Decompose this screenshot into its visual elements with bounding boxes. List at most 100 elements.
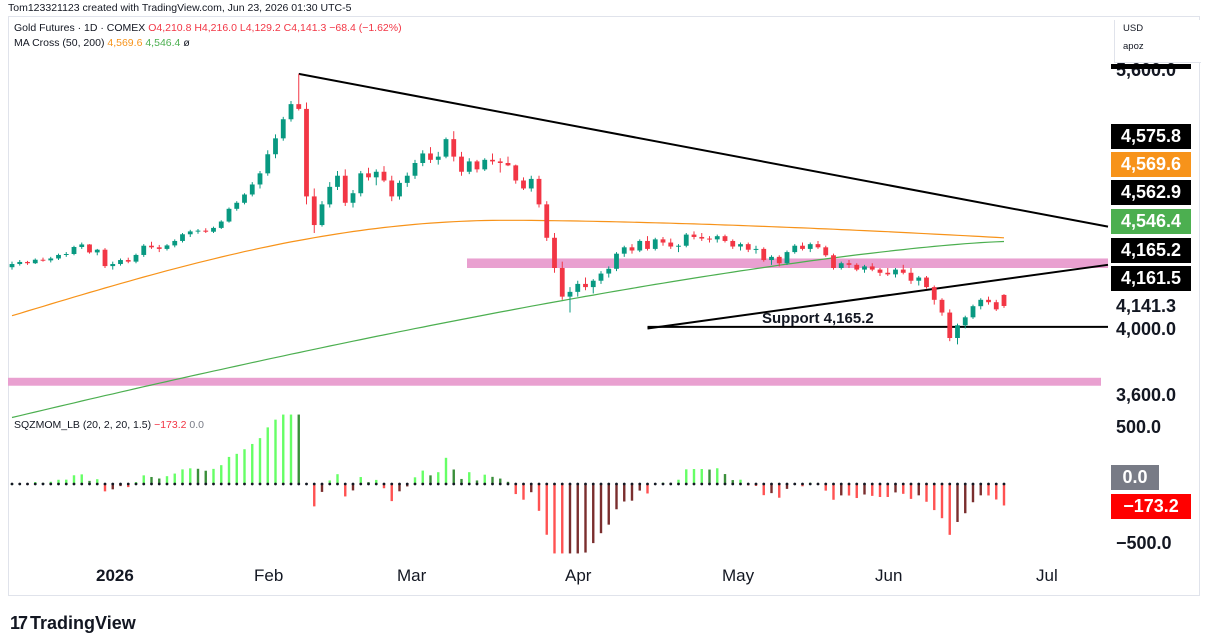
price-tag-ma-slow: 4,546.4 [1111,209,1191,234]
squeeze-dot [700,482,704,486]
tradingview-logo[interactable]: 17 TradingView [10,613,136,634]
squeeze-dot [173,482,177,486]
osc-bar [886,484,889,497]
osc-bar [243,449,246,484]
candle-body [195,230,201,232]
squeeze-dot [940,482,944,486]
candle-body [1001,294,1007,306]
candle-body [986,299,991,303]
squeeze-dot [793,482,797,486]
squeeze-dot [785,482,789,486]
candle-body [249,184,255,195]
squeeze-dot [808,482,812,486]
squeeze-dot [677,482,680,486]
candle-body [234,202,240,209]
osc-bar [274,419,277,484]
osc-bar [964,484,967,514]
squeeze-dot [537,482,541,486]
candle-body [637,240,643,251]
candle-body [668,242,674,247]
osc-bar [351,484,355,491]
candle-body [335,175,340,187]
candle-body [435,156,441,160]
osc-zero-tag: 0.0 [1111,465,1159,490]
candle-body [32,259,38,264]
candle-body [900,269,906,273]
osc-bar [72,475,76,484]
candle-body [466,161,472,172]
squeeze-dot [305,482,308,486]
squeeze-dot [289,482,293,486]
candle-body [265,154,271,174]
candle-body [296,104,302,109]
legend-main: Gold Futures · 1D · COMEX O4,210.8 H4,21… [14,22,402,34]
legend-open: O4,210.8 [148,22,192,34]
osc-bar [204,470,207,484]
osc-bar [382,484,386,489]
squeeze-dot [72,482,76,486]
scale-box[interactable]: USD apoz [1114,20,1201,63]
squeeze-dot [343,482,347,486]
osc-bar [375,479,378,484]
osc-bar [995,484,998,500]
squeeze-dot [971,482,975,486]
price-tag-3: 4,562.9 [1111,180,1191,205]
osc-bar [437,472,440,484]
squeeze-dot [979,482,983,486]
candle-body [242,194,247,203]
currency-label[interactable]: USD [1123,23,1144,34]
candle-body [993,302,999,310]
squeeze-dot [483,482,487,486]
squeeze-dot [491,482,494,486]
scale-mode-label[interactable]: apoz [1123,41,1144,52]
candle-body [141,245,147,255]
squeeze-dot [514,482,518,486]
squeeze-dot [994,482,998,486]
squeeze-dot [723,482,727,486]
legend-symbol: Gold Futures · 1D · COMEX [14,22,146,34]
candle-body [443,139,449,157]
osc-bar [840,484,843,496]
squeeze-dot [622,482,626,486]
squeeze-dot [88,482,91,486]
osc-bar [878,484,882,497]
tradingview-logo-icon: 17 [10,613,28,633]
x-label-apr: Apr [565,566,592,585]
candle-body [645,240,650,249]
legend-ma-label: MA Cross (50, 200) [14,37,105,49]
squeeze-dot [630,482,634,486]
osc-bar [96,479,99,484]
candle-body [567,291,573,297]
osc-bar [336,474,339,484]
osc-bar [553,484,556,554]
squeeze-dot [405,482,409,486]
squeeze-dot [142,482,146,486]
candle-body [753,248,759,250]
candle-body [273,138,278,155]
osc-bar [638,484,641,491]
osc-bar [103,484,107,492]
osc-bar [227,456,231,484]
osc-bar [770,484,773,494]
trendline-lower [647,263,1109,330]
squeeze-dot [715,482,719,486]
candle-body [846,263,852,265]
candle-body [978,299,984,307]
candle-body [311,196,317,226]
osc-bar [871,484,874,496]
osc-bar [863,484,866,495]
candle-body [807,244,813,249]
osc-bar [499,478,502,484]
candle-body [327,186,333,205]
squeeze-dot [615,482,618,486]
osc-bar [514,484,517,495]
osc-bar [568,484,572,554]
osc-bar [468,472,471,484]
candle-body [133,254,139,262]
candle-body [800,245,805,249]
legend-osc-label: SQZMOM_LB (20, 2, 20, 1.5) [14,419,152,431]
osc-bar [692,469,696,484]
candle-body [211,227,216,232]
x-label-2026: 2026 [96,566,134,585]
